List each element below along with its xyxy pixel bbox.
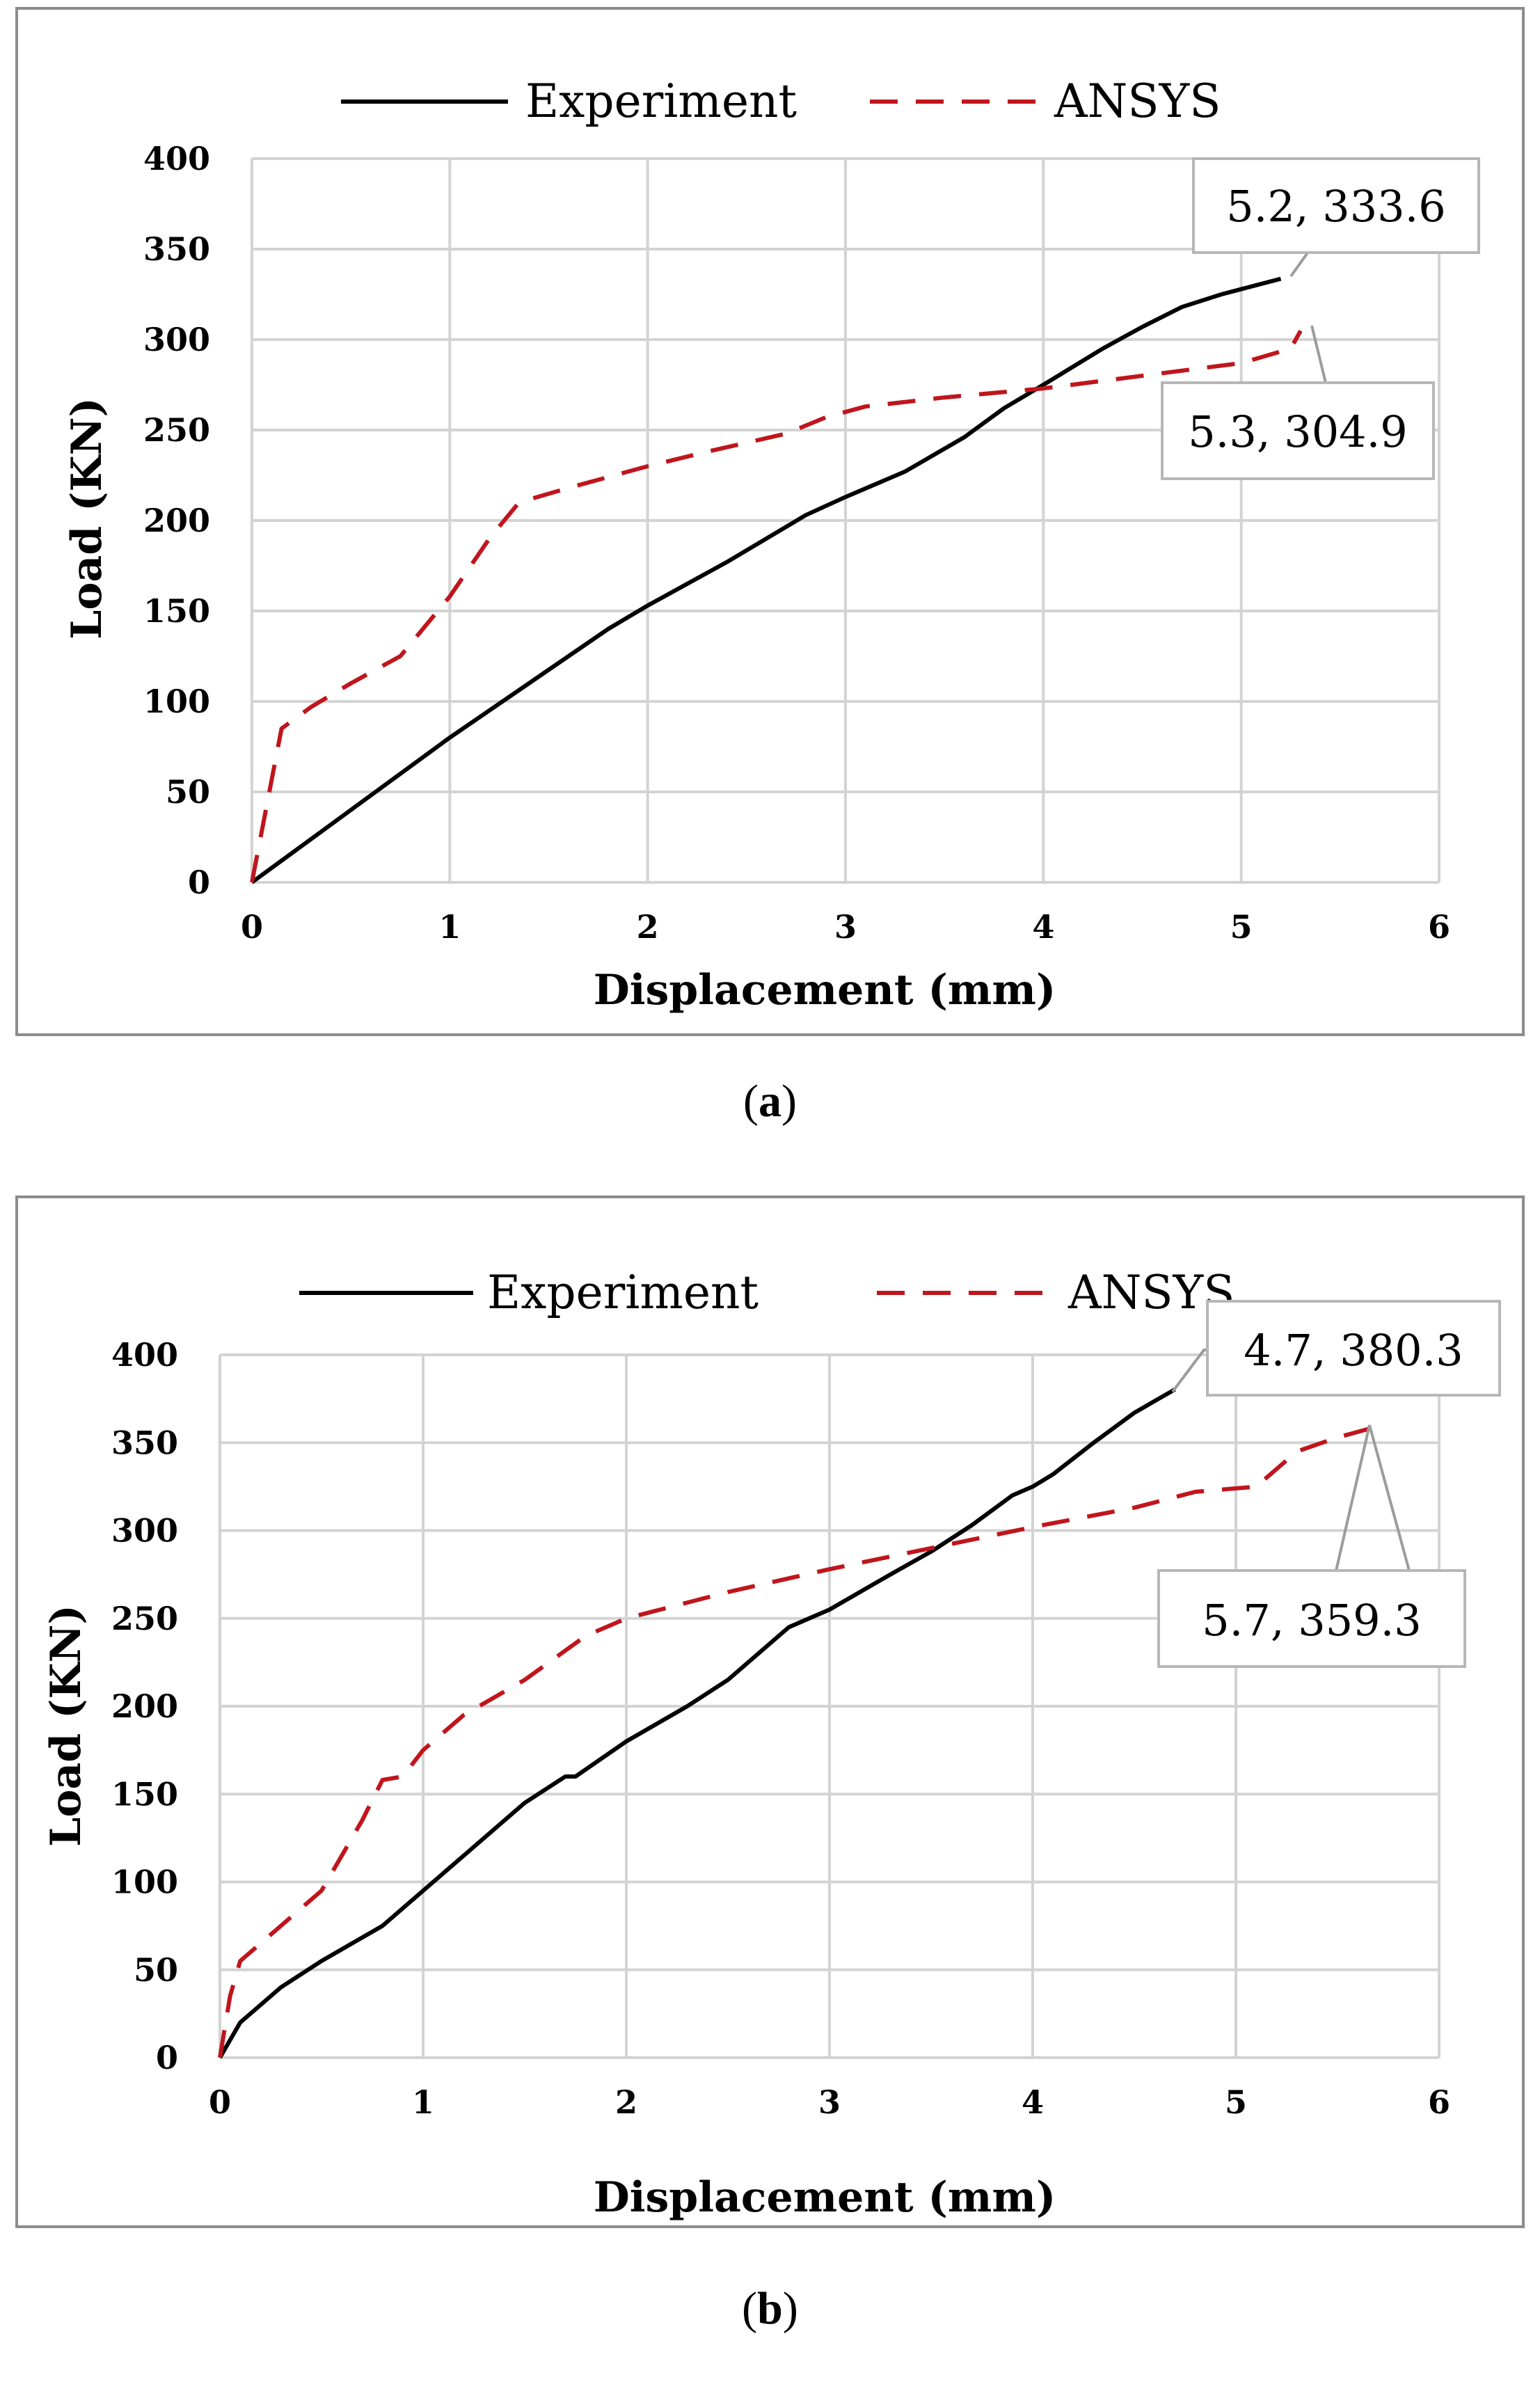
chart-b-y-tick-8: 400 [111,1336,178,1374]
chart-b-y-tick-1: 50 [134,1951,178,1989]
chart-a-y-tick-0: 0 [188,864,210,901]
chart-a-y-tick-2: 100 [143,683,210,720]
chart-b-x-tick-2: 2 [615,2083,637,2121]
chart-a-legend: Experiment ANSYS [341,74,1221,128]
chart-b-y-tick-4: 200 [111,1687,178,1725]
chart-panel-a: 0 1 2 3 4 5 6 0 50 100 150 200 250 300 350 400 Experime… [0,0,1540,1183]
chart-a-series-experiment [251,276,1282,884]
chart-a-callout-experiment-label: 5.2, 333.6 [1226,181,1446,232]
chart-a-y-tick-7: 350 [143,230,210,268]
chart-panel-b: 0 1 2 3 4 5 6 0 50 100 150 200 250 300 350 400 Experime… [0,1183,1540,2384]
chart-b-series [218,1388,1379,2059]
chart-b-y-axis-label: Load (KN) [42,1605,90,1847]
legend-ansys-label-a: ANSYS [1054,74,1221,128]
chart-a-grid [251,157,1440,884]
chart-b-y-tick-0: 0 [156,2039,178,2076]
chart-b-y-tick-6: 300 [111,1512,178,1550]
chart-a-y-tick-4: 200 [143,502,210,539]
chart-a-ticks: 0 1 2 3 4 5 6 0 50 100 150 200 250 300 350 400 [143,140,1450,946]
chart-a-y-axis-label: Load (KN) [63,397,111,639]
chart-a-x-tick-6: 6 [1428,908,1450,946]
chart-b-ticks: 0 1 2 3 4 5 6 0 50 100 150 200 250 300 350 400 [111,1336,1450,2121]
chart-b-x-axis-label: Displacement (mm) [594,2173,1056,2222]
chart-a-x-tick-5: 5 [1230,908,1253,946]
chart-b-legend: Experiment ANSYS [299,1266,1235,1319]
chart-a-x-tick-1: 1 [438,908,461,946]
chart-a-x-tick-0: 0 [241,908,263,946]
chart-b-x-tick-3: 3 [818,2083,841,2121]
chart-b-y-tick-3: 150 [111,1775,178,1813]
chart-a-y-tick-5: 250 [143,411,210,449]
chart-b-y-tick-5: 250 [111,1600,178,1637]
legend-experiment-label-b: Experiment [487,1266,759,1319]
chart-b-x-tick-6: 6 [1428,2083,1450,2121]
chart-b-x-tick-5: 5 [1225,2083,1247,2121]
chart-a-y-tick-6: 300 [143,321,210,358]
chart-a-series-ansys [250,329,1303,883]
chart-a-callout-ansys-label: 5.3, 304.9 [1188,406,1408,457]
chart-a-callout-ansys: 5.3, 304.9 [1161,325,1435,480]
chart-b-callout-ansys: 5.7, 359.3 [1157,1424,1466,1668]
chart-a-y-tick-3: 150 [143,592,210,630]
chart-a-series [250,276,1303,884]
chart-b-x-tick-1: 1 [412,2083,434,2121]
chart-b-x-tick-4: 4 [1022,2083,1044,2121]
chart-b-y-tick-7: 350 [111,1424,178,1461]
chart-a-x-tick-4: 4 [1032,908,1054,946]
chart-b-callout-ansys-label: 5.7, 359.3 [1202,1595,1422,1646]
chart-b-x-tick-0: 0 [209,2083,231,2121]
chart-a-callout-experiment: 5.2, 333.6 [1192,157,1480,278]
chart-a-x-axis-label: Displacement (mm) [594,966,1056,1015]
chart-b-series-experiment [218,1388,1176,2059]
chart-a-y-tick-8: 400 [143,140,210,177]
chart-b-callout-experiment-label: 4.7, 380.3 [1244,1325,1463,1376]
chart-b-callout-experiment: 4.7, 380.3 [1171,1300,1501,1397]
caption-b: (b) [742,2283,798,2334]
caption-a: (a) [743,1076,797,1127]
legend-experiment-label-a: Experiment [525,74,797,128]
chart-b-svg: 0 1 2 3 4 5 6 0 50 100 150 200 250 300 350 400 Experime… [15,1195,1525,2228]
chart-a-x-tick-2: 2 [637,908,659,946]
chart-a-x-tick-3: 3 [834,908,857,946]
chart-a-y-tick-1: 50 [166,773,210,811]
chart-b-y-tick-2: 100 [111,1864,178,1901]
chart-b-series-ansys [218,1424,1379,2058]
chart-a-svg: 0 1 2 3 4 5 6 0 50 100 150 200 250 300 350 400 Experime… [15,7,1525,1036]
